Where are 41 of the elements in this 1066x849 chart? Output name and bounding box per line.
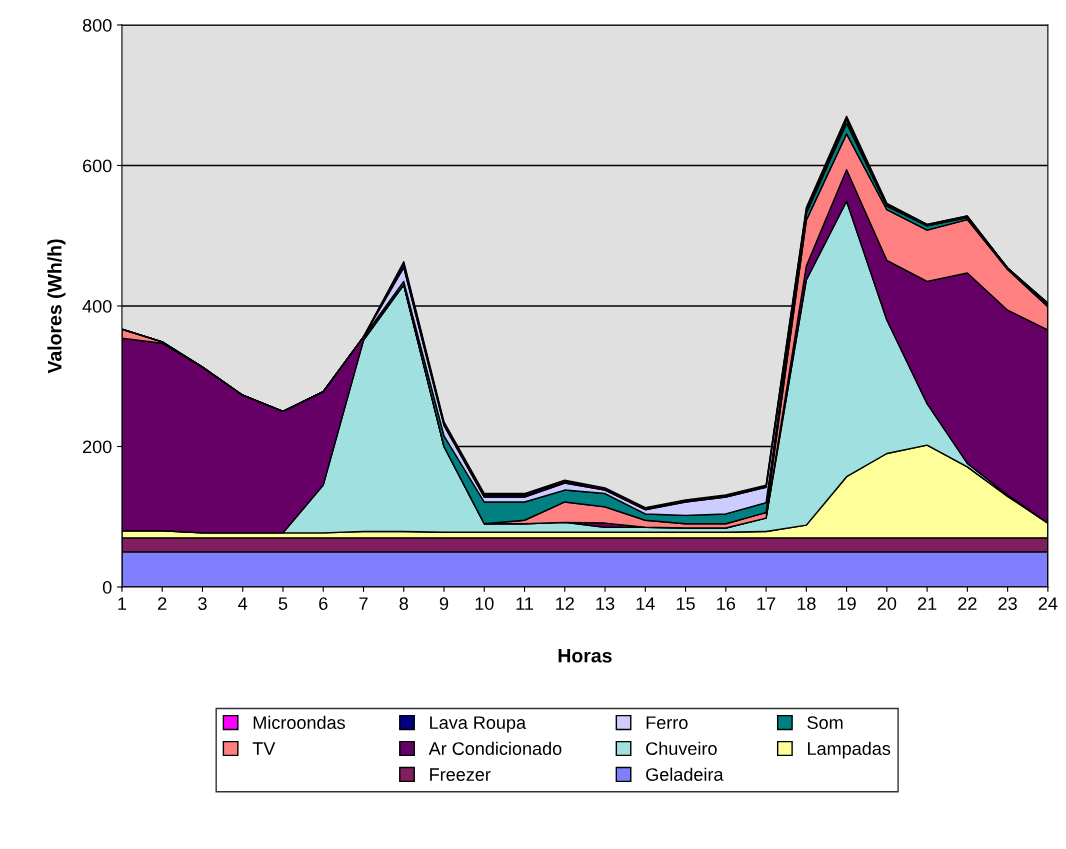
x-tick-label: 5 — [278, 597, 288, 610]
y-tick-label: 400 — [82, 299, 112, 313]
x-tick-label: 24 — [1038, 597, 1058, 610]
x-tick-label: 17 — [757, 597, 776, 610]
x-tick-label: 3 — [198, 597, 207, 610]
x-tick-label: 21 — [917, 597, 937, 610]
legend-label: Ferro — [646, 716, 688, 730]
x-tick-label: 9 — [439, 597, 449, 610]
y-tick-label: 200 — [83, 440, 112, 454]
legend-label: Freezer — [430, 768, 491, 781]
legend-label: Lampadas — [808, 741, 891, 759]
x-tick-label: 18 — [797, 597, 816, 610]
x-tick-label: 4 — [238, 597, 248, 610]
x-tick-label: 20 — [877, 597, 897, 610]
legend-label: Ar Condicionado — [428, 741, 562, 755]
y-tick-label: 0 — [102, 580, 112, 594]
legend-label: Chuveiro — [646, 741, 717, 755]
legend-label: TV — [252, 742, 276, 755]
x-tick-label: 11 — [516, 597, 534, 610]
x-tick-label: 6 — [319, 597, 328, 610]
x-tick-label: 2 — [158, 597, 167, 610]
x-axis-title: Horas — [558, 648, 612, 663]
x-tick-label: 10 — [475, 597, 494, 610]
x-tick-label: 14 — [636, 597, 655, 610]
x-tick-label: 22 — [958, 597, 977, 610]
x-tick-label: 7 — [359, 597, 368, 610]
x-tick-label: 19 — [837, 597, 856, 610]
legend-label: Som — [807, 716, 843, 730]
legend-label: Microondas — [253, 715, 345, 730]
y-axis-title: Valores (Wh/h) — [47, 239, 66, 374]
y-tick-label: 800 — [82, 18, 112, 32]
x-tick-label: 15 — [676, 597, 695, 610]
x-tick-label: 13 — [596, 597, 615, 610]
legend-label: Lava Roupa — [430, 716, 527, 733]
y-tick-label: 600 — [83, 159, 112, 173]
x-tick-label: 16 — [717, 597, 736, 610]
x-tick-label: 8 — [399, 597, 408, 610]
legend-label: Geladeira — [646, 767, 724, 781]
x-tick-label: 12 — [556, 597, 574, 610]
x-tick-label: 1 — [118, 597, 127, 610]
x-tick-label: 23 — [998, 597, 1017, 610]
